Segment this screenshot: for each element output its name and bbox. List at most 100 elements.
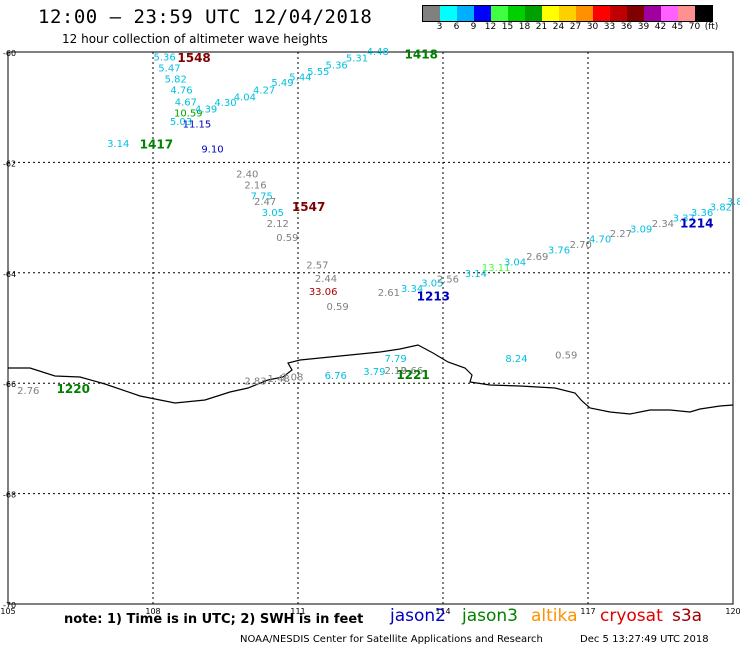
legend-label: 9 (470, 22, 477, 32)
legend-swatch (627, 6, 644, 21)
legend-label: 36 (620, 22, 633, 32)
wave-height-label: 2.69 (526, 252, 548, 263)
units-note: note: 1) Time is in UTC; 2) SWH is in fe… (64, 612, 364, 627)
wave-height-label: 3.05 (421, 279, 443, 290)
wave-height-label: 4.30 (214, 98, 236, 109)
color-scale-legend (422, 5, 713, 22)
wave-height-label: 5.49 (271, 78, 293, 89)
pass-number-label: 1547 (292, 200, 325, 214)
legend-label: 42 (654, 22, 667, 32)
wave-height-label: 2.34 (652, 219, 674, 230)
wave-height-label: 2.12 (385, 366, 407, 377)
wave-height-label: 9.10 (201, 144, 223, 155)
lat-tick-label: -60 (3, 49, 16, 58)
legend-label: 12 (484, 22, 497, 32)
wave-height-label: 6.76 (325, 371, 347, 382)
wave-height-label: 2.83 (244, 376, 266, 387)
legend-swatch (610, 6, 627, 21)
wave-height-label: 2.61 (378, 288, 400, 299)
legend-label: (ft) (704, 22, 719, 32)
pass-number-label: 1214 (680, 217, 713, 231)
wave-height-label: 5.47 (158, 63, 180, 74)
legend-label: 3 (436, 22, 443, 32)
wave-height-label: 4.70 (589, 234, 611, 245)
lon-tick-label: 108 (145, 607, 160, 616)
legend-label: 30 (586, 22, 599, 32)
wave-height-label: 5.31 (346, 53, 368, 64)
wave-height-label: 3.82 (710, 202, 732, 213)
pass-number-label: 1213 (417, 289, 450, 303)
legend-label: 70 (688, 22, 701, 32)
wave-height-label: 10.59 (174, 109, 203, 120)
legend-swatch (508, 6, 525, 21)
wave-height-label: 2.76 (17, 386, 39, 397)
wave-height-label: 4.39 (195, 105, 217, 116)
legend-swatch (576, 6, 593, 21)
wave-height-label: 4.27 (253, 85, 275, 96)
pass-number-label: 1417 (140, 138, 173, 152)
wave-height-label: 2.44 (315, 274, 337, 285)
legend-swatch (559, 6, 576, 21)
wave-height-label: 3.37 (673, 213, 695, 224)
wave-height-label: 8.24 (505, 354, 527, 365)
legend-label: 6 (453, 22, 460, 32)
antarctic-coastline (8, 344, 734, 415)
wave-height-label: 9.66 (401, 366, 423, 377)
legend-label: 24 (552, 22, 565, 32)
wave-height-label: 4.04 (234, 93, 256, 104)
lon-tick-label: 114 (435, 607, 450, 616)
satellite-jason3-label: jason3 (462, 606, 518, 626)
legend-label: 33 (603, 22, 616, 32)
wave-height-label: 2.12 (267, 219, 289, 230)
pass-number-label: 1418 (405, 48, 438, 62)
legend-swatch (491, 6, 508, 21)
wave-height-label: 3.84 (727, 197, 740, 208)
page-title: 12:00 – 23:59 UTC 12/04/2018 (38, 6, 373, 28)
legend-swatch (525, 6, 542, 21)
wave-height-label: 3.36 (691, 208, 713, 219)
legend-label: 27 (569, 22, 582, 32)
wave-height-label: 2.70 (570, 240, 592, 251)
legend-label: 18 (518, 22, 531, 32)
lon-tick-label: 111 (290, 607, 305, 616)
legend-swatch (678, 6, 695, 21)
legend-swatch (440, 6, 457, 21)
footer-credit: NOAA/NESDIS Center for Satellite Applica… (240, 634, 543, 645)
map-frame (7, 51, 734, 605)
wave-height-label: 2.08 (281, 372, 303, 383)
wave-height-label: 3.76 (548, 245, 570, 256)
legend-label: 15 (501, 22, 514, 32)
wave-height-label: 5.03 (170, 117, 192, 128)
satellite-altika-label: altika (531, 606, 578, 626)
lon-tick-label: 105 (0, 607, 15, 616)
legend-swatch (644, 6, 661, 21)
wave-height-label: 4.76 (170, 85, 192, 96)
wave-height-label: 2.56 (437, 275, 459, 286)
legend-swatch (661, 6, 678, 21)
pass-number-label: 1220 (57, 382, 90, 396)
wave-height-label: 2.16 (244, 180, 266, 191)
satellite-s3a-label: s3a (672, 606, 703, 626)
wave-height-label: 0.59 (327, 302, 349, 313)
legend-swatch (457, 6, 474, 21)
legend-swatch (593, 6, 610, 21)
satellite-cryosat-label: cryosat (600, 606, 663, 626)
wave-height-label: 3.14 (107, 139, 129, 150)
color-scale-labels: 3 6 9 12 15 18 21 24 27 30 33 36 39 42 45 70 (ft) (422, 22, 740, 36)
legend-label: 39 (637, 22, 650, 32)
wave-height-label: 4.48 (367, 47, 389, 58)
legend-label: 21 (535, 22, 548, 32)
wave-height-label: 3.09 (630, 225, 652, 236)
wave-height-label: 3.34 (401, 284, 423, 295)
legend-swatch (474, 6, 491, 21)
legend-swatch (542, 6, 559, 21)
footer-timestamp: Dec 5 13:27:49 UTC 2018 (580, 634, 709, 645)
lat-tick-label: -62 (3, 159, 16, 168)
legend-swatch (695, 6, 712, 21)
wave-height-label: 7.75 (251, 191, 273, 202)
wave-height-label: 5.36 (326, 61, 348, 72)
wave-height-label: 2.57 (306, 260, 328, 271)
wave-height-label: 4.67 (175, 98, 197, 109)
lat-tick-label: -70 (3, 601, 16, 610)
